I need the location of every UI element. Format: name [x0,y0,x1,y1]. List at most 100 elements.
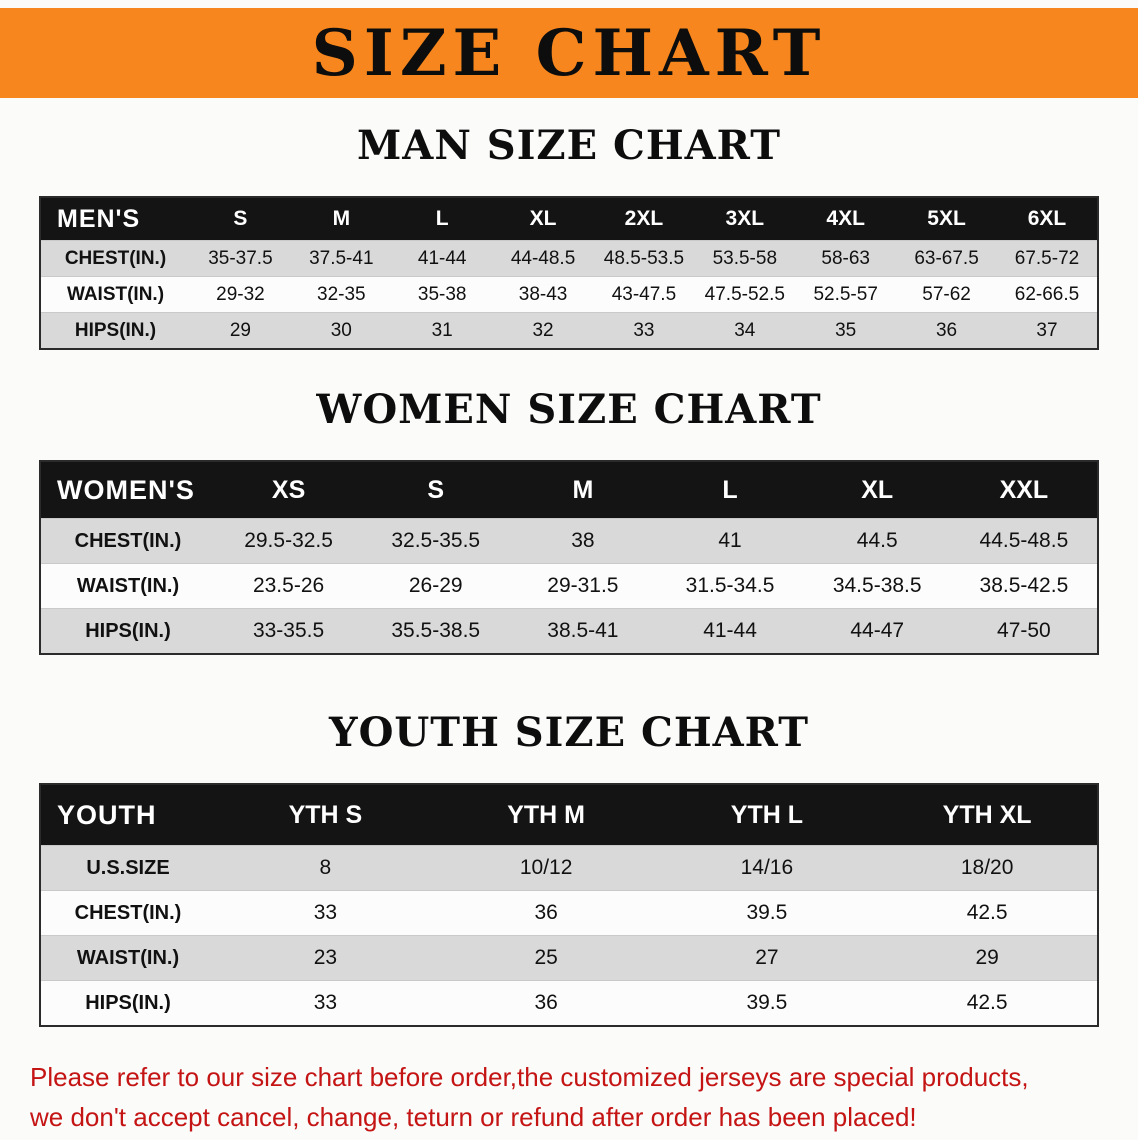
men-hips-row: HIPS(IN.) 29 30 31 32 33 34 35 36 37 [40,312,1098,349]
men-waist-row: WAIST(IN.) 29-32 32-35 35-38 38-43 43-47… [40,276,1098,313]
youth-ussize-row: U.S.SIZE 8 10/12 14/16 18/20 [40,845,1098,891]
measurement-cell: 25 [435,935,657,981]
measurement-cell: 14/16 [656,845,878,891]
measurement-cell: 52.5-57 [795,276,897,313]
measurement-cell: 23 [215,935,436,981]
measurement-cell: 26-29 [362,563,510,609]
measurement-cell: 33 [215,890,436,936]
measurement-cell: 35 [795,312,897,349]
measurement-cell: 29-31.5 [509,563,657,609]
womens-size-table: WOMEN'S XS S M L XL XXL CHEST(IN.) 29.5-… [39,460,1099,655]
measurement-cell: 44-47 [803,608,951,654]
measurement-cell: 34.5-38.5 [803,563,951,609]
men-chest-row: CHEST(IN.) 35-37.5 37.5-41 41-44 44-48.5… [40,240,1098,277]
measurement-cell: 33 [215,980,436,1026]
measurement-cell: 38.5-42.5 [950,563,1098,609]
measurement-cell: 44.5-48.5 [950,518,1098,564]
men-size-col-l: L [391,197,493,241]
mens-size-table: MEN'S S M L XL 2XL 3XL 4XL 5XL 6XL CHEST… [39,196,1099,350]
youth-size-col-l: YTH L [656,784,878,846]
measurement-cell: 42.5 [877,890,1098,936]
measurement-cell: 41-44 [391,240,493,277]
men-size-col-6xl: 6XL [997,197,1098,241]
measurement-cell: 47-50 [950,608,1098,654]
men-size-col-4xl: 4XL [795,197,897,241]
measurement-cell: 38.5-41 [509,608,657,654]
measurement-cell: 47.5-52.5 [694,276,796,313]
row-label: CHEST(IN.) [40,518,215,564]
measurement-cell: 67.5-72 [997,240,1098,277]
measurement-cell: 36 [896,312,997,349]
measurement-cell: 41 [656,518,804,564]
measurement-cell: 43-47.5 [593,276,695,313]
men-size-col-s: S [190,197,291,241]
youth-table-title: YOUTH [40,784,215,846]
measurement-cell: 41-44 [656,608,804,654]
measurement-cell: 36 [435,980,657,1026]
measurement-cell: 37.5-41 [290,240,392,277]
men-section-heading: MAN SIZE CHART [357,122,781,169]
measurement-cell: 23.5-26 [215,563,363,609]
measurement-cell: 27 [656,935,878,981]
row-label: HIPS(IN.) [40,312,190,349]
measurement-cell: 29 [877,935,1098,981]
order-policy-line-2: we don't accept cancel, change, teturn o… [30,1102,917,1132]
womens-table-title: WOMEN'S [40,461,215,519]
measurement-cell: 57-62 [896,276,997,313]
measurement-cell: 32-35 [290,276,392,313]
youth-size-col-s: YTH S [215,784,436,846]
measurement-cell: 30 [290,312,392,349]
women-waist-row: WAIST(IN.) 23.5-26 26-29 29-31.5 31.5-34… [40,563,1098,609]
men-size-col-2xl: 2XL [593,197,695,241]
measurement-cell: 31.5-34.5 [656,563,804,609]
women-chest-row: CHEST(IN.) 29.5-32.5 32.5-35.5 38 41 44.… [40,518,1098,564]
women-hips-row: HIPS(IN.) 33-35.5 35.5-38.5 38.5-41 41-4… [40,608,1098,654]
measurement-cell: 48.5-53.5 [593,240,695,277]
youth-waist-row: WAIST(IN.) 23 25 27 29 [40,935,1098,981]
men-size-col-3xl: 3XL [694,197,796,241]
measurement-cell: 31 [391,312,493,349]
women-section-heading: WOMEN SIZE CHART [316,386,822,433]
youth-header-row: YOUTH YTH S YTH M YTH L YTH XL [40,784,1098,846]
measurement-cell: 10/12 [435,845,657,891]
measurement-cell: 44-48.5 [492,240,594,277]
measurement-cell: 29-32 [190,276,291,313]
order-policy-notice: Please refer to our size chart before or… [30,1057,1138,1137]
women-size-col-s: S [362,461,510,519]
men-size-col-xl: XL [492,197,594,241]
measurement-cell: 35.5-38.5 [362,608,510,654]
women-size-col-m: M [509,461,657,519]
measurement-cell: 39.5 [656,890,878,936]
women-size-col-xxl: XXL [950,461,1098,519]
row-label: WAIST(IN.) [40,276,190,313]
measurement-cell: 44.5 [803,518,951,564]
measurement-cell: 37 [997,312,1098,349]
womens-header-row: WOMEN'S XS S M L XL XXL [40,461,1098,519]
youth-size-col-m: YTH M [435,784,657,846]
youth-hips-row: HIPS(IN.) 33 36 39.5 42.5 [40,980,1098,1026]
measurement-cell: 62-66.5 [997,276,1098,313]
youth-section-heading: YOUTH SIZE CHART [329,709,809,756]
row-label: U.S.SIZE [40,845,215,891]
measurement-cell: 33-35.5 [215,608,363,654]
row-label: WAIST(IN.) [40,935,215,981]
measurement-cell: 35-37.5 [190,240,291,277]
measurement-cell: 34 [694,312,796,349]
women-size-col-l: L [656,461,804,519]
measurement-cell: 58-63 [795,240,897,277]
row-label: CHEST(IN.) [40,240,190,277]
banner-title: SIZE CHART [311,15,827,91]
row-label: CHEST(IN.) [40,890,215,936]
size-chart-banner: SIZE CHART [0,8,1138,98]
measurement-cell: 53.5-58 [694,240,796,277]
measurement-cell: 36 [435,890,657,936]
measurement-cell: 33 [593,312,695,349]
measurement-cell: 32 [492,312,594,349]
measurement-cell: 8 [215,845,436,891]
measurement-cell: 18/20 [877,845,1098,891]
order-policy-line-1: Please refer to our size chart before or… [30,1062,1029,1092]
men-size-col-5xl: 5XL [896,197,997,241]
row-label: WAIST(IN.) [40,563,215,609]
measurement-cell: 29.5-32.5 [215,518,363,564]
youth-chest-row: CHEST(IN.) 33 36 39.5 42.5 [40,890,1098,936]
